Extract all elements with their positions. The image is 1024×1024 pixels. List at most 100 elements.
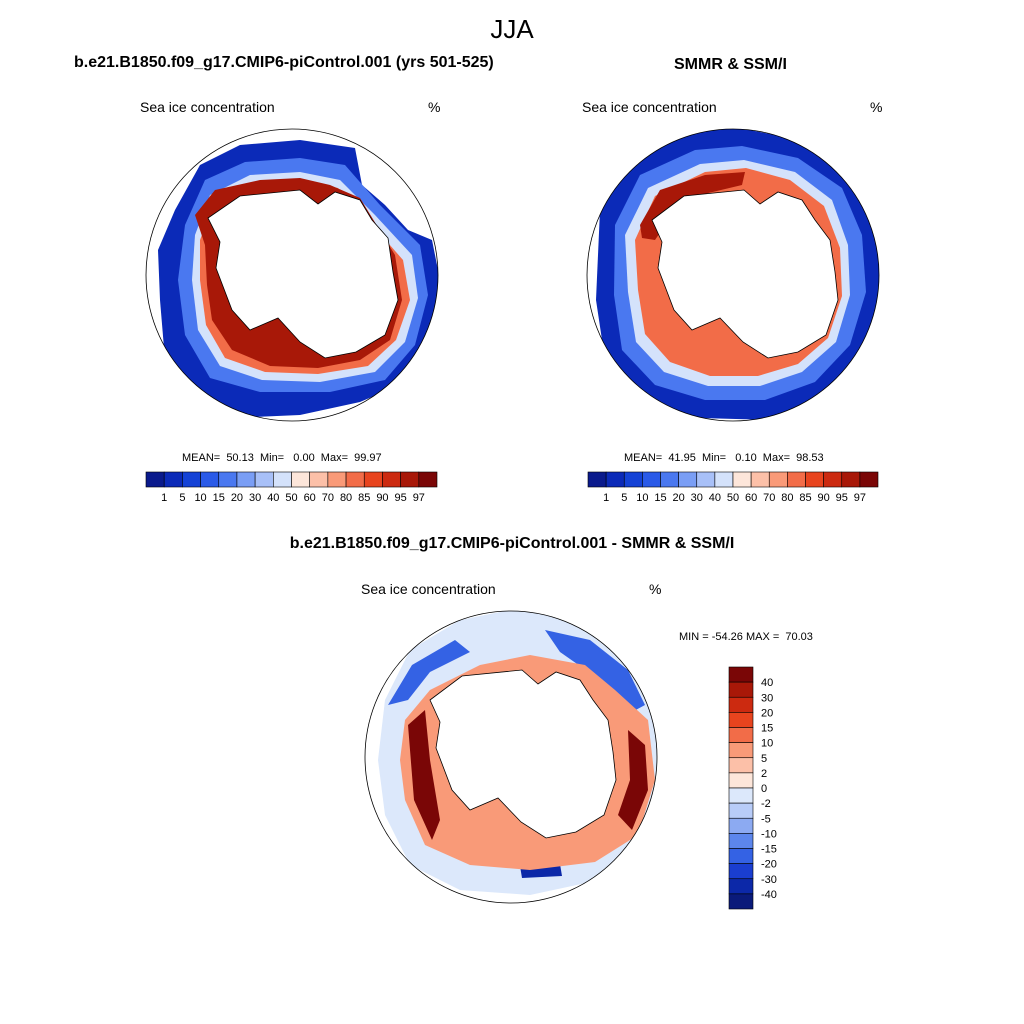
model-colorbar-tick-label: 40 [267,492,279,504]
model-colorbar-tick-label: 85 [358,492,370,504]
obs-colorbar-swatch [642,471,661,488]
diff-field [378,611,657,895]
diff-colorbar-tick-label: -30 [761,874,777,886]
diff-colorbar-tick-label: 15 [761,723,773,735]
model-colorbar-swatch [236,471,256,488]
obs-colorbar-swatch [623,471,643,488]
model-colorbar: 1 5 10 15 20 30 40 50 60 70 80 85 90 95 97 [145,471,438,504]
obs-colorbar-tick-label: 95 [836,492,848,504]
obs-colorbar-swatch [750,471,770,488]
obs-colorbar-swatch [768,471,788,488]
obs-colorbar-swatch [678,471,698,488]
model-colorbar-swatch [273,471,292,488]
diff-colorbar-tick-label: -5 [761,813,771,825]
obs-colorbar: 1 5 10 15 20 30 40 50 60 70 80 85 90 95 97 [587,471,879,504]
diff-colorbar-swatch [728,787,754,804]
model-map [145,128,439,422]
model-ice-field [158,140,438,418]
obs-colorbar-tick-label: 40 [709,492,721,504]
diff-colorbar-swatch [728,742,754,759]
main-title: JJA [490,14,534,44]
diff-colorbar-swatch [728,696,754,713]
model-colorbar-swatch [363,471,383,488]
model-colorbar-tick-label: 10 [194,492,206,504]
diff-negative-west [388,640,470,705]
diff-colorbar-swatch [728,863,754,880]
diff-colorbar-swatch [728,893,754,910]
diff-variable-label: Sea ice concentration [361,581,496,597]
model-colorbar-swatch [291,471,310,488]
model-stats: MEAN= 50.13 Min= 0.00 Max= 99.97 [182,452,382,464]
obs-colorbar-tick-label: 60 [745,492,757,504]
obs-colorbar-swatch [859,471,879,488]
model-colorbar-tick-label: 80 [340,492,352,504]
diff-stats: MIN = -54.26 MAX = 70.03 [679,631,813,643]
obs-colorbar-swatch [787,471,806,488]
diff-positive-east-core [618,730,648,830]
model-antarctica [207,189,399,359]
obs-colorbar-tick-label: 80 [781,492,793,504]
obs-colorbar-tick-label: 20 [673,492,685,504]
diff-colorbar-swatch [728,848,754,864]
model-panel-title: b.e21.B1850.f09_g17.CMIP6-piControl.001 … [74,54,494,71]
obs-colorbar-swatch [841,471,861,488]
diff-colorbar-swatch [728,681,754,698]
model-variable-label: Sea ice concentration [140,99,275,115]
diff-colorbar-swatch [728,727,754,743]
diff-colorbar-swatch [728,712,754,728]
model-colorbar-tick-label: 1 [161,492,167,504]
obs-colorbar-tick-label: 30 [691,492,703,504]
obs-colorbar-tick-label: 90 [818,492,830,504]
diff-colorbar-swatch [728,833,754,849]
model-colorbar-swatch [382,471,401,488]
model-colorbar-tick-label: 5 [179,492,185,504]
model-colorbar-tick-label: 15 [213,492,225,504]
obs-ice-field [596,129,879,420]
diff-colorbar-tick-label: -15 [761,844,777,856]
obs-colorbar-swatch [605,471,625,488]
model-colorbar-swatch [400,471,420,488]
model-colorbar-swatch [163,471,183,488]
diff-colorbar-tick-label: 40 [761,677,773,689]
diff-colorbar-tick-label: -2 [761,798,771,810]
diff-positive-west-core [408,710,440,840]
obs-colorbar-swatch [805,471,824,488]
diff-colorbar-tick-label: 2 [761,768,767,780]
obs-colorbar-swatch [696,471,716,488]
diff-colorbar-tick-label: 20 [761,707,773,719]
model-colorbar-swatch [254,471,274,488]
obs-colorbar-tick-label: 85 [799,492,811,504]
model-colorbar-swatch [200,471,220,488]
diff-colorbar-tick-label: 30 [761,692,773,704]
obs-units-label: % [870,99,883,115]
diff-colorbar-tick-label: -40 [761,889,777,901]
model-colorbar-tick-label: 50 [285,492,297,504]
obs-colorbar-tick-label: 97 [854,492,866,504]
model-units-label: % [428,99,441,115]
diff-map [364,610,658,904]
diff-colorbar-tick-label: -10 [761,828,777,840]
model-colorbar-swatch [418,471,438,488]
diff-colorbar-tick-label: 5 [761,753,767,765]
model-colorbar-swatch [182,471,201,488]
obs-map [586,128,880,422]
model-colorbar-swatch [218,471,238,488]
diff-colorbar-swatch [728,817,754,834]
diff-panel-title: b.e21.B1850.f09_g17.CMIP6-piControl.001 … [289,535,735,552]
model-colorbar-swatch [345,471,365,488]
obs-colorbar-tick-label: 15 [654,492,666,504]
obs-colorbar-tick-label: 70 [763,492,775,504]
obs-panel-title: SMMR & SSM/I [674,56,787,73]
diff-colorbar-swatch [728,802,754,819]
diff-map-boundary [364,610,658,904]
model-map-boundary [145,128,439,422]
diff-colorbar-tick-label: 0 [761,783,767,795]
diff-negative-north [545,630,645,712]
model-colorbar-swatch [327,471,347,488]
model-colorbar-tick-label: 95 [395,492,407,504]
model-colorbar-swatch [309,471,329,488]
obs-colorbar-tick-label: 50 [727,492,739,504]
model-colorbar-tick-label: 60 [304,492,316,504]
